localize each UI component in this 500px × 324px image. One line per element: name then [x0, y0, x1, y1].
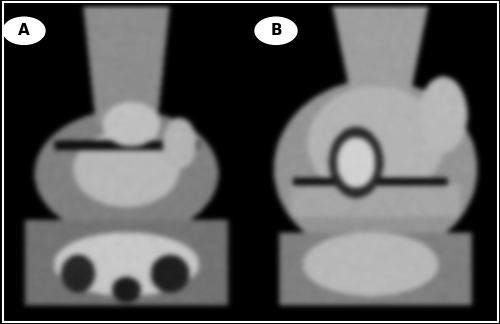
Text: A: A: [18, 23, 30, 38]
Text: B: B: [270, 23, 282, 38]
